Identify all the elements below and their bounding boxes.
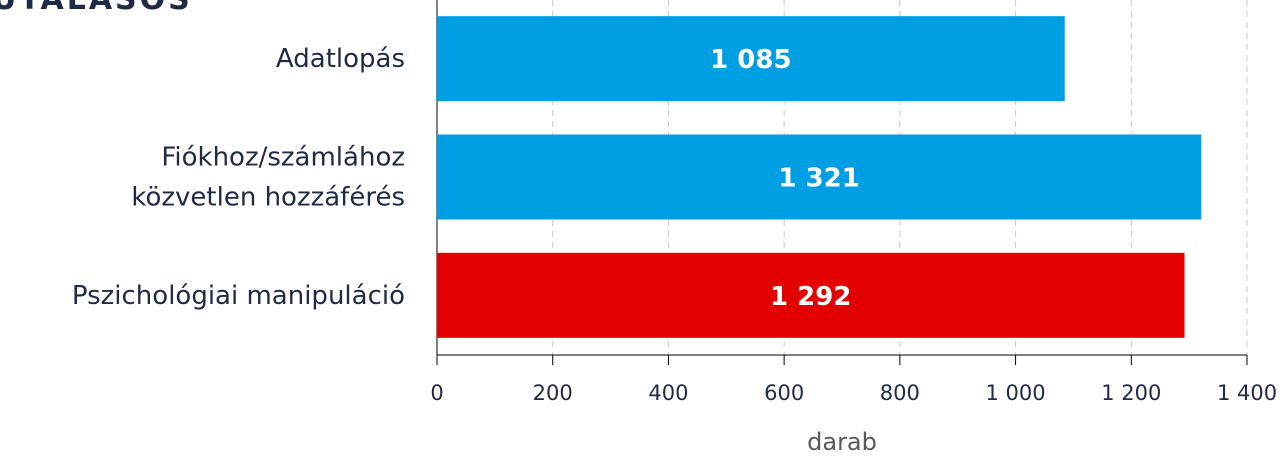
bar [437,16,1065,102]
x-tick-label: 1 200 [1101,381,1161,405]
x-tick-label: 600 [764,381,804,405]
x-tick-label: 0 [430,381,443,405]
x-tick-label: 1 000 [986,381,1046,405]
x-axis-label: darab [807,428,877,456]
category-label: Adatlopás [276,44,405,74]
category-label: Pszichológiai manipuláció [72,281,405,311]
x-tick-label: 1 400 [1217,381,1277,405]
category-label: Fiókhoz/számlához közvetlen hozzáférés [131,143,405,213]
x-tick-label: 800 [880,381,920,405]
value-label: 1 321 [778,164,859,194]
chart-title: UTALÁSOS [0,0,193,17]
bar [437,134,1202,220]
x-tick-label: 200 [533,381,573,405]
bar [437,252,1185,338]
value-label: 1 085 [710,45,791,75]
x-tick-label: 400 [648,381,688,405]
value-label: 1 292 [770,282,851,312]
